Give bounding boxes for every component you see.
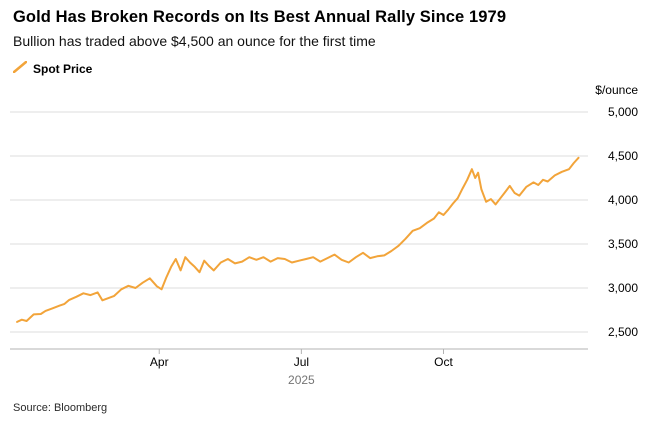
y-axis-unit-label: $/ounce — [595, 83, 638, 97]
legend-label-spot-price: Spot Price — [33, 62, 93, 76]
y-tick-label-4,500: 4,500 — [608, 149, 638, 163]
chart-title: Gold Has Broken Records on Its Best Annu… — [13, 8, 507, 26]
y-tick-label-3,500: 3,500 — [608, 237, 638, 251]
y-tick-label-3,000: 3,000 — [608, 281, 638, 295]
chart-subtitle: Bullion has traded above $4,500 an ounce… — [13, 33, 376, 49]
y-tick-label-4,000: 4,000 — [608, 193, 638, 207]
line-swatch-icon — [12, 60, 28, 78]
y-tick-label-2,500: 2,500 — [608, 325, 638, 339]
spot-price-line-chart: $/ounce 5,000 4,500 4,000 3,500 3,000 2,500 Apr… — [10, 83, 638, 387]
y-tick-label-5,000: 5,000 — [608, 105, 638, 119]
x-tick-label-Oct: Oct — [434, 355, 453, 369]
x-tick-label-Jul: Jul — [294, 355, 309, 369]
spot-price-line-series — [16, 156, 580, 323]
source-credit: Source: Bloomberg — [13, 402, 108, 414]
x-axis-year-label: 2025 — [288, 373, 315, 387]
legend: Spot Price — [12, 60, 93, 78]
x-tick-label-Apr: Apr — [150, 355, 169, 369]
